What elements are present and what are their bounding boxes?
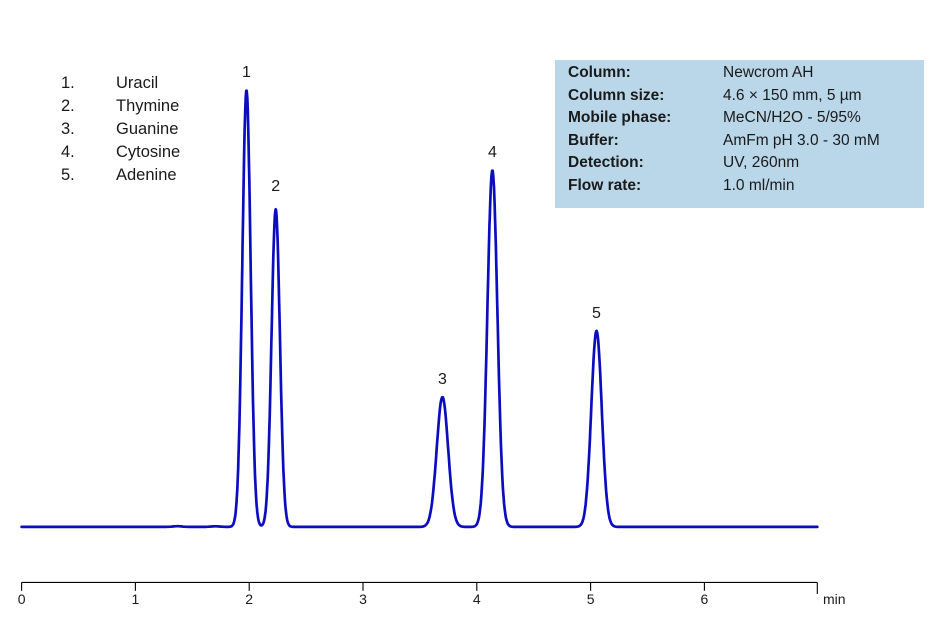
svg-text:3: 3 bbox=[359, 591, 367, 607]
svg-text:min: min bbox=[823, 591, 846, 607]
svg-text:0: 0 bbox=[18, 591, 26, 607]
svg-text:3: 3 bbox=[438, 371, 447, 388]
svg-text:4: 4 bbox=[473, 591, 481, 607]
svg-text:5: 5 bbox=[592, 305, 601, 322]
svg-text:4: 4 bbox=[488, 144, 497, 161]
svg-text:1: 1 bbox=[242, 64, 251, 81]
svg-text:2: 2 bbox=[271, 178, 280, 195]
svg-text:2: 2 bbox=[245, 591, 253, 607]
svg-text:6: 6 bbox=[701, 591, 709, 607]
svg-text:1: 1 bbox=[132, 591, 140, 607]
svg-text:5: 5 bbox=[587, 591, 595, 607]
